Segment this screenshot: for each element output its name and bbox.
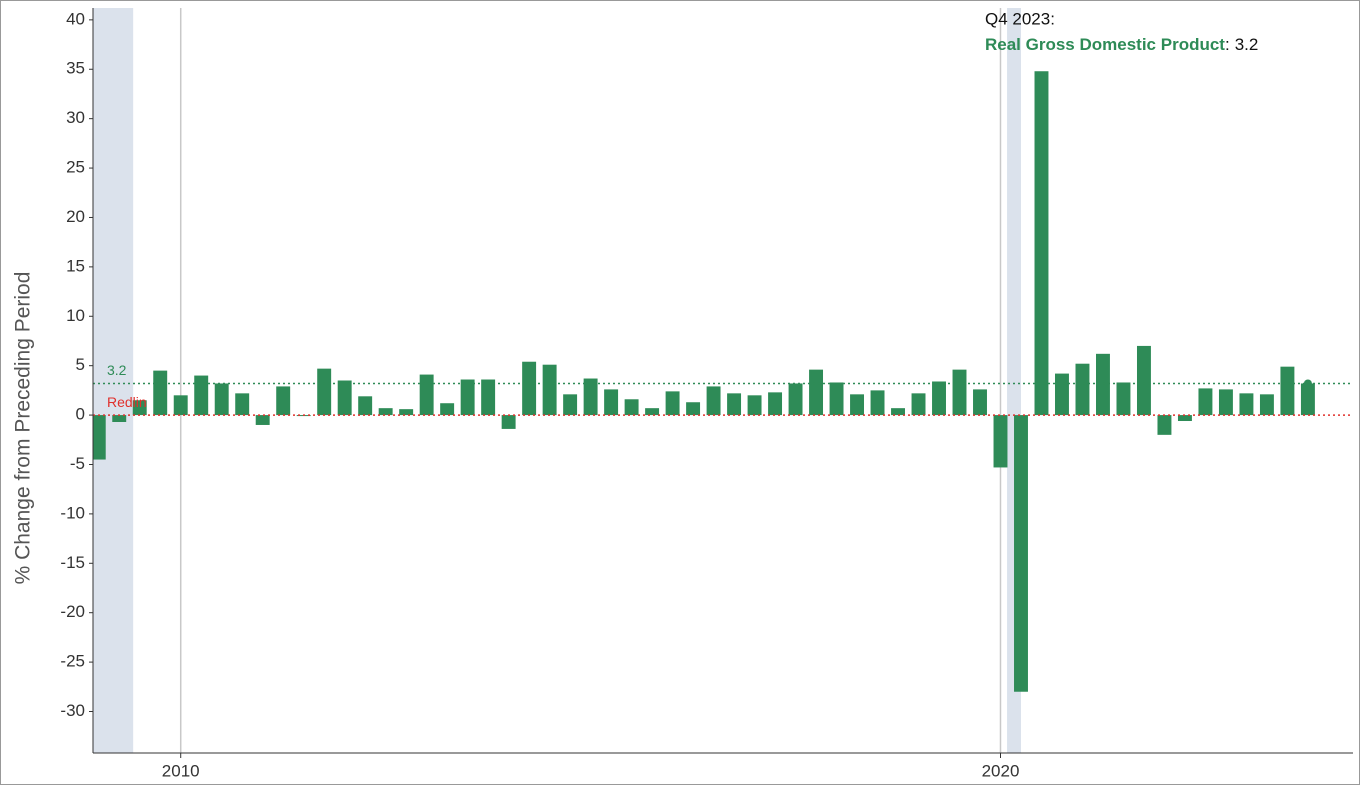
- y-tick-label: 20: [66, 207, 85, 226]
- tooltip-series: Real Gross Domestic Product: [985, 35, 1225, 54]
- y-tick-label: -15: [60, 553, 85, 572]
- bar: [1157, 415, 1172, 435]
- bar: [1055, 373, 1069, 416]
- bar: [706, 386, 721, 416]
- bar: [645, 408, 660, 416]
- bar: [173, 395, 188, 416]
- bar: [317, 368, 332, 416]
- y-tick-label: -5: [70, 454, 85, 473]
- tooltip: Q4 2023: Real Gross Domestic Product: 3.2: [985, 9, 1312, 388]
- y-tick-label: 15: [66, 256, 85, 275]
- y-tick-label: 0: [76, 405, 85, 424]
- bar: [973, 389, 987, 416]
- y-axis-title: % Change from Preceding Period: [12, 272, 35, 585]
- bar: [542, 364, 557, 416]
- reference-label: Redlin: [107, 394, 147, 410]
- bar: [153, 370, 168, 416]
- y-tick-label: 40: [66, 9, 85, 28]
- bar: [419, 374, 434, 416]
- bar: [1116, 382, 1131, 416]
- tooltip-value: 3.2: [1235, 35, 1259, 54]
- bar: [337, 380, 352, 416]
- bar: [1280, 366, 1295, 416]
- tooltip-line: Real Gross Domestic Product: 3.2: [985, 35, 1258, 54]
- y-tick-label: 35: [66, 59, 85, 78]
- bar: [378, 408, 393, 416]
- y-tick-label: 5: [76, 355, 85, 374]
- bar: [255, 415, 270, 425]
- bar: [1014, 415, 1028, 692]
- y-tick-label: -20: [60, 602, 85, 621]
- bar: [768, 392, 783, 416]
- bar: [747, 395, 762, 416]
- y-tick-label: -30: [60, 701, 85, 720]
- x-tick-label: 2010: [162, 761, 200, 780]
- recession-shading: [93, 8, 134, 753]
- bar: [481, 379, 496, 416]
- bar: [132, 400, 147, 416]
- bar: [563, 394, 578, 416]
- y-tick-label: 30: [66, 108, 85, 127]
- bar: [1218, 389, 1233, 416]
- y-tick-label: 25: [66, 158, 85, 177]
- bar: [1259, 394, 1274, 416]
- bar: [501, 415, 516, 429]
- tooltip-separator: :: [1225, 35, 1230, 54]
- y-tick-label: -10: [60, 503, 85, 522]
- plot-area: [93, 8, 1353, 753]
- bar: [932, 381, 946, 416]
- bar: [214, 383, 229, 416]
- bar: [440, 403, 455, 416]
- bar: [624, 399, 639, 416]
- bar: [522, 361, 537, 416]
- x-tick-label: 2020: [982, 761, 1020, 780]
- bar: [1300, 383, 1315, 416]
- bar: [850, 394, 865, 416]
- bar: [809, 369, 824, 416]
- bar: [399, 409, 414, 416]
- bar: [727, 393, 742, 416]
- bar: [686, 402, 701, 416]
- y-tick-label: -25: [60, 652, 85, 671]
- tooltip-date: Q4 2023:: [985, 9, 1055, 28]
- bar: [276, 386, 291, 416]
- bar: [93, 415, 106, 460]
- reference-label: 3.2: [107, 362, 127, 378]
- bar: [993, 415, 1008, 468]
- bar: [1239, 393, 1254, 416]
- bar: [891, 408, 905, 416]
- bar: [788, 383, 803, 416]
- bar: [583, 378, 598, 416]
- y-tick-label: 10: [66, 306, 85, 325]
- bar: [604, 389, 619, 416]
- bar: [112, 415, 127, 422]
- bar: [911, 393, 926, 416]
- hover-marker: [1303, 379, 1312, 388]
- bar: [194, 375, 209, 416]
- bar: [358, 396, 373, 416]
- bar: [460, 379, 475, 416]
- bar: [665, 391, 680, 416]
- bar: [829, 382, 844, 416]
- bar: [235, 393, 250, 416]
- bar: [952, 369, 967, 416]
- bar: [1136, 345, 1151, 416]
- bar: [870, 390, 885, 416]
- bar: [1177, 415, 1192, 422]
- bar: [1198, 388, 1213, 416]
- bar: [1034, 71, 1049, 416]
- bar: [1075, 363, 1090, 416]
- bar: [1095, 353, 1110, 416]
